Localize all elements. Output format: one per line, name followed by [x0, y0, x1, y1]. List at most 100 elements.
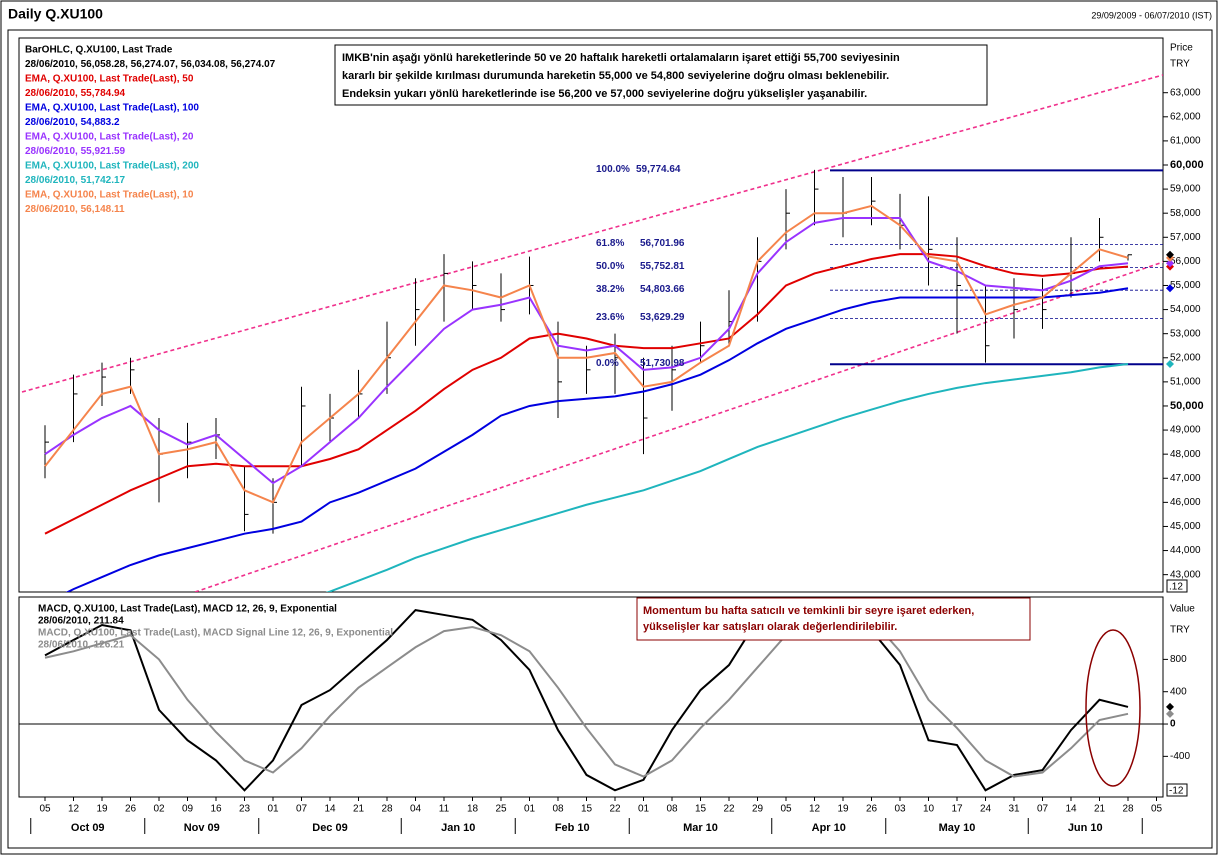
- x-tick-label: 12: [809, 804, 821, 815]
- y-tick-label: -400: [1170, 751, 1190, 762]
- month-label: Jan 10: [441, 822, 475, 834]
- y-tick-label: 46,000: [1170, 497, 1201, 508]
- x-tick-label: 15: [695, 804, 707, 815]
- x-tick-label: 10: [923, 804, 935, 815]
- legend-value: 28/06/2010, 51,742.17: [25, 175, 126, 186]
- y-tick-label: 57,000: [1170, 232, 1201, 243]
- x-tick-label: 07: [1037, 804, 1049, 815]
- y-tick-label: 48,000: [1170, 449, 1201, 460]
- axis-label: Price: [1170, 43, 1193, 54]
- y-tick-label: 0: [1170, 719, 1176, 730]
- axis-unit: TRY: [1170, 625, 1190, 636]
- y-tick-label: 800: [1170, 654, 1187, 665]
- legend-value: 28/06/2010, 56,058.28, 56,274.07, 56,034…: [25, 59, 276, 70]
- month-label: Mar 10: [683, 822, 718, 834]
- fib-pct: 50.0%: [596, 261, 624, 272]
- trend-lines: [21, 74, 1163, 592]
- y-tick-label: 47,000: [1170, 473, 1201, 484]
- x-tick-label: 21: [1094, 804, 1106, 815]
- x-tick-label: 08: [666, 804, 678, 815]
- y-tick-label: 61,000: [1170, 136, 1201, 147]
- x-tick-label: 05: [39, 804, 51, 815]
- y-tick-label: 56,000: [1170, 256, 1201, 267]
- price-panel: [18, 37, 1164, 593]
- y-tick-label: 60,000: [1170, 159, 1204, 171]
- month-label: Feb 10: [555, 822, 590, 834]
- fib-value: 53,629.29: [640, 312, 685, 323]
- x-tick-label: 18: [467, 804, 479, 815]
- legend-value: 28/06/2010, 211.84: [38, 616, 124, 627]
- y-tick-label: 53,000: [1170, 328, 1201, 339]
- x-tick-label: 29: [752, 804, 764, 815]
- macd-plot: [19, 597, 1163, 792]
- axis-unit: TRY: [1170, 59, 1190, 70]
- upper-channel: [21, 74, 1163, 393]
- y-tick-label: 44,000: [1170, 545, 1201, 556]
- last-value-marker: [1166, 250, 1174, 259]
- price-plot: [44, 169, 1163, 592]
- chart-title: Daily Q.XU100: [8, 6, 103, 22]
- month-label: Oct 09: [71, 822, 105, 834]
- annotation-box: [636, 597, 1031, 641]
- x-tick-label: 02: [153, 804, 165, 815]
- legend-value: 28/06/2010, 56,148.11: [25, 204, 125, 215]
- y-tick-label: 51,000: [1170, 377, 1201, 388]
- month-label: Jun 10: [1068, 822, 1103, 834]
- fib-value: 55,752.81: [640, 261, 685, 272]
- x-tick-label: 07: [296, 804, 308, 815]
- month-label: Nov 09: [184, 822, 220, 834]
- macd-panel: [18, 596, 1164, 798]
- corner-label: .12: [1169, 582, 1183, 593]
- last-value-marker: [1166, 359, 1174, 368]
- corner-label: -12: [1169, 786, 1184, 797]
- x-tick-label: 22: [723, 804, 735, 815]
- x-tick-label: 01: [524, 804, 536, 815]
- lower-channel: [194, 261, 1163, 592]
- x-tick-label: 21: [353, 804, 365, 815]
- x-tick-label: 01: [267, 804, 279, 815]
- legend-value: 28/06/2010, 126.21: [38, 640, 125, 651]
- legend-value: 28/06/2010, 54,883.2: [25, 117, 120, 128]
- x-tick-label: 15: [581, 804, 593, 815]
- series-line: [44, 217, 1129, 485]
- last-value-marker: [1166, 284, 1174, 293]
- x-tick-label: 24: [980, 804, 992, 815]
- legend-entry: EMA, Q.XU100, Last Trade(Last), 100: [25, 103, 199, 114]
- axis-label: Value: [1170, 604, 1195, 615]
- x-tick-label: 03: [894, 804, 906, 815]
- fib-value: 59,774.64: [636, 164, 681, 175]
- fib-value: 56,701.96: [640, 238, 685, 249]
- y-tick-label: 52,000: [1170, 352, 1201, 363]
- legend-entry: MACD, Q.XU100, Last Trade(Last), MACD 12…: [38, 604, 337, 615]
- x-tick-label: 17: [951, 804, 963, 815]
- series-line: [325, 362, 1129, 592]
- fib-pct: 100.0%: [596, 164, 630, 175]
- corner-box: [1166, 783, 1188, 797]
- y-tick-label: 54,000: [1170, 304, 1201, 315]
- y-tick-label: 50,000: [1170, 400, 1204, 412]
- annotation-line: kararlı bir şekilde kırılması durumunda …: [342, 70, 889, 82]
- overlay: 43,000 44,000 45,000 46,000 47,000 48,000 49,0…: [25, 43, 1204, 834]
- y-tick-label: 45,000: [1170, 521, 1201, 532]
- x-tick-label: 26: [125, 804, 137, 815]
- month-label: Dec 09: [312, 822, 347, 834]
- y-tick-label: 58,000: [1170, 208, 1201, 219]
- legend-entry: EMA, Q.XU100, Last Trade(Last), 20: [25, 132, 194, 143]
- annotation-line: Endeksin yukarı yönlü hareketlerinde ise…: [342, 88, 867, 100]
- fib-pct: 38.2%: [596, 284, 624, 295]
- x-tick-label: 26: [866, 804, 878, 815]
- fib-pct: 0.0%: [596, 358, 619, 369]
- last-value-marker: [1166, 702, 1174, 711]
- annotation-line: IMKB'nin aşağı yönlü hareketlerinde 50 v…: [342, 52, 900, 64]
- legend-entry: BarOHLC, Q.XU100, Last Trade: [25, 45, 173, 56]
- x-tick-label: 16: [210, 804, 222, 815]
- x-tick-label: 11: [439, 804, 450, 815]
- x-tick-label: 09: [182, 804, 194, 815]
- annotation-line: yükselişler kar satışları olarak değerle…: [643, 621, 897, 633]
- y-tick-label: 49,000: [1170, 425, 1201, 436]
- series-line: [44, 253, 1129, 535]
- x-tick-label: 01: [638, 804, 650, 815]
- x-tick-label: 28: [1122, 804, 1134, 815]
